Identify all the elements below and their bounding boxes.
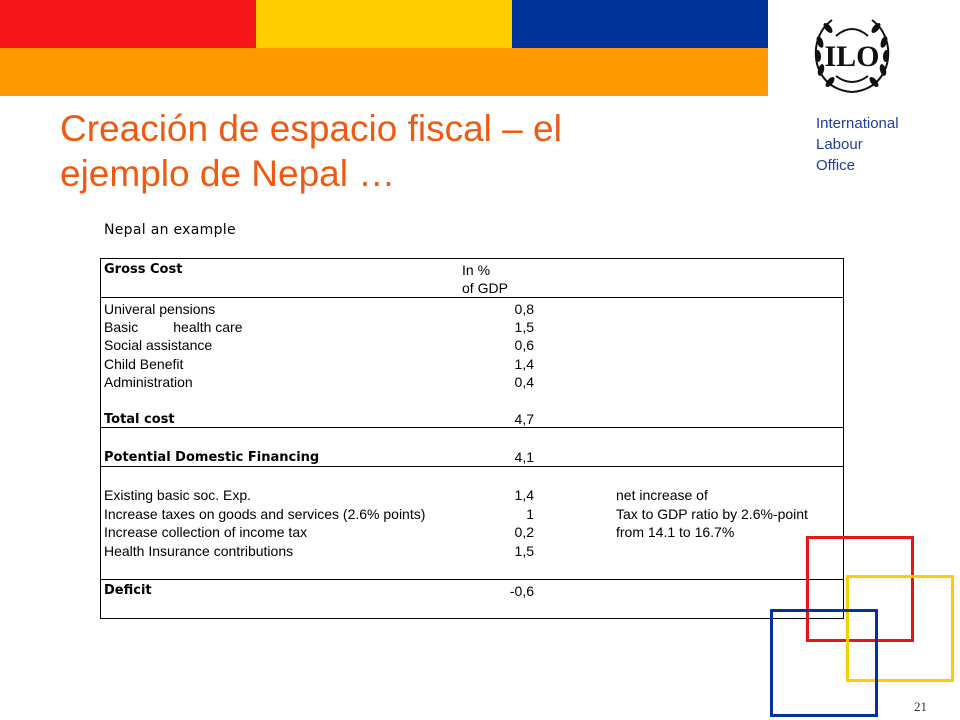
financing-label: Increase collection of income tax [104, 524, 308, 540]
ilo-wreath-icon: ILO [814, 19, 890, 93]
unit-header-line-2: of GDP [462, 280, 508, 296]
potential-financing-label: Potential Domestic Financing [104, 450, 320, 465]
total-cost-value: 4,7 [514, 411, 534, 427]
org-line-3: Office [816, 157, 855, 174]
financing-label: Health Insurance contributions [104, 543, 294, 559]
unit-header-line-1: In % [462, 262, 491, 278]
financing-label: Increase taxes on goods and services (2.… [104, 506, 426, 522]
cost-label: Social assistance [104, 337, 213, 353]
decorative-square-yellow [846, 575, 954, 682]
financing-note: from 14.1 to 16.7% [616, 524, 735, 540]
cost-value: 0,8 [514, 301, 534, 317]
cost-value: 1,4 [514, 356, 534, 372]
financing-value: 0,2 [514, 524, 534, 540]
slide-title: Creación de espacio fiscal – el ejemplo … [60, 106, 780, 196]
header-bar-orange [0, 48, 768, 96]
deficit-value: -0,6 [509, 583, 534, 599]
cost-label: Administration [104, 374, 193, 390]
decorative-square-red [806, 536, 914, 642]
table-caption: Nepal an example [104, 222, 236, 238]
table-deficit-box [100, 579, 844, 619]
financing-note: Tax to GDP ratio by 2.6%-point [616, 506, 808, 522]
cost-value: 0,4 [514, 374, 534, 390]
total-cost-label: Total cost [104, 412, 175, 427]
financing-value: 1,4 [514, 487, 534, 503]
header-bar-red [0, 0, 256, 48]
financing-label: Existing basic soc. Exp. [104, 487, 252, 503]
organization-name: International Labour Office [816, 113, 899, 176]
title-line-2: ejemplo de Nepal … [60, 153, 396, 194]
header-bar-yellow [256, 0, 512, 48]
cost-value: 1,5 [514, 319, 534, 335]
page-number: 21 [914, 699, 927, 714]
org-line-2: Labour [816, 136, 863, 153]
cost-label: Univeral pensions [104, 301, 216, 317]
cost-label: Basic health care [104, 319, 243, 335]
financing-value: 1,5 [514, 543, 534, 559]
financing-note: net increase of [616, 487, 708, 503]
financing-value: 1 [526, 506, 534, 522]
org-line-1: International [816, 115, 899, 132]
logo-text: ILO [824, 40, 879, 73]
decorative-square-blue [770, 609, 878, 717]
table-financing-box [100, 466, 844, 580]
cost-value: 0,6 [514, 337, 534, 353]
header-bar-blue [512, 0, 768, 48]
deficit-label: Deficit [104, 583, 152, 598]
potential-financing-value: 4,1 [514, 449, 534, 465]
cost-label: Child Benefit [104, 356, 184, 372]
gross-cost-heading: Gross Cost [104, 262, 183, 277]
title-line-1: Creación de espacio fiscal – el [60, 108, 562, 149]
